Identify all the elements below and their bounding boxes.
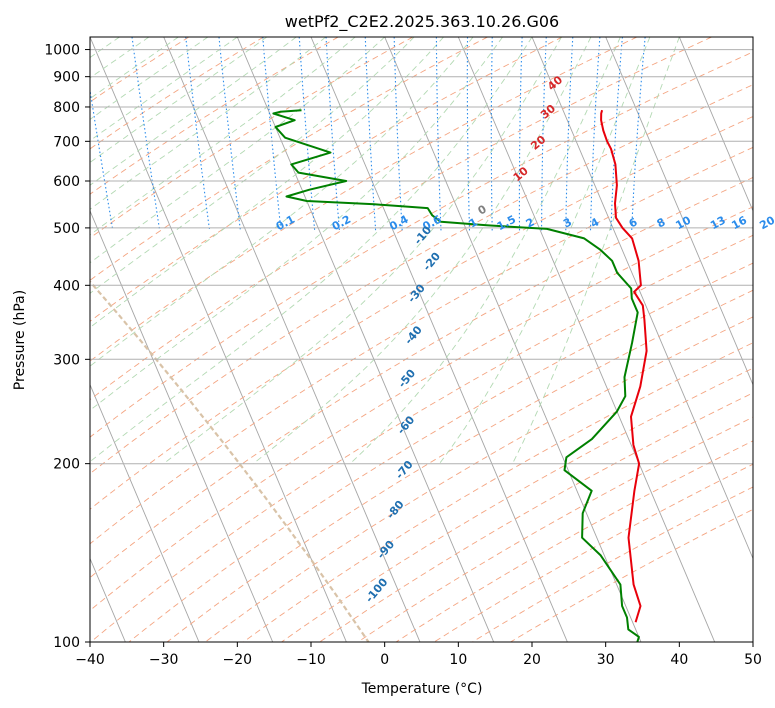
moist-adiabat-line [90,37,503,411]
y-tick-label: 100 [53,635,80,651]
pressure-grid [90,49,753,642]
moist-adiabat-line [163,37,562,465]
plot-frame [89,36,754,643]
dry-adiabat-line [90,37,712,401]
x-axis-ticks: −40 −30 −20 −10 0 10 20 30 40 50 [75,642,762,668]
x-tick-label: −30 [149,652,179,668]
dry-adiabat-line [90,37,563,322]
dry-adiabat-line [90,84,753,475]
x-tick-label: 30 [597,652,615,668]
x-tick-label: 10 [449,652,467,668]
isotherm-line [163,37,421,642]
ice-curve [90,280,370,642]
dry-adiabat-line [90,37,488,281]
temperature-profile-line [600,109,648,623]
y-tick-label: 900 [53,70,80,86]
y-tick-label: 700 [53,134,80,150]
isotherm-line [90,209,274,642]
dry-adiabat-line [90,37,339,195]
dry-adiabat-line [90,37,264,150]
moist-adiabat-line [90,37,268,164]
y-tick-label: 200 [53,457,80,473]
dry-adiabat-line [90,37,414,239]
isotherm-line [678,37,753,213]
mixing-ratio-line [518,37,523,231]
mixing-ratio-line [466,37,471,231]
isotherm-line [90,37,347,642]
moist-adiabat-line [90,37,474,367]
y-tick-label: 800 [53,100,80,116]
mixing-ratio-label: 16 [729,213,749,232]
isotherm-line [605,37,753,386]
y-tick-label: 500 [53,221,80,237]
moist-adiabat-line [90,37,415,294]
y-axis-label: Pressure (hPa) [12,290,28,390]
moist-adiabat-line [90,37,385,264]
mixing-ratio-label: 10 [673,213,693,232]
y-axis-ticks: 100 200 300 400 500 600 700 800 900 1000 [44,43,90,651]
moist-adiabat-line [252,37,592,465]
mixing-ratio-label: 20 [757,213,775,232]
dewpoint-profile-line [272,109,640,642]
x-tick-label: 0 [380,652,389,668]
y-tick-label: 400 [53,278,80,294]
mixing-ratio-line [490,37,493,231]
moist-adiabat-line [90,37,150,79]
isotherm-line [90,383,200,642]
x-tick-label: −10 [296,652,326,668]
profiles [272,109,648,642]
moist-adiabat-line [90,37,533,463]
x-tick-label: −20 [223,652,253,668]
moist-adiabat-line [90,37,356,236]
mixing-ratio-line [435,37,442,231]
x-tick-label: 50 [744,652,762,668]
isotherm-line [384,37,642,642]
x-tick-label: 40 [670,652,688,668]
isotherm-line [531,37,753,560]
dry-adiabat-line [166,289,753,642]
x-axis-label: Temperature (°C) [361,681,483,697]
x-tick-label: 20 [523,652,541,668]
isotherm-line [457,37,716,642]
background-lines [90,37,753,642]
dry-adiabat-line [128,262,753,642]
dry-adiabat-line [90,146,753,545]
dry-adiabat-line [90,37,638,362]
y-tick-label: 1000 [44,43,80,59]
dry-adiabat-line [90,176,753,579]
moist-adiabat-line [90,37,238,142]
moist-adiabat-line [90,37,297,186]
dry-adiabat-line [90,115,753,510]
mixing-ratio-label: 13 [708,214,728,233]
chart-title: wetPf2_C2E2.2025.363.10.26.G06 [285,12,559,32]
moist-adiabat-line [90,37,444,329]
moist-adiabat-line [349,37,621,465]
moist-adiabat-line [90,37,179,100]
moist-adiabat-line [90,37,209,120]
x-tick-label: −40 [75,652,105,668]
moist-adiabat-line [90,37,326,210]
dry-adiabat-line [280,367,753,642]
moist-adiabat-line [512,37,680,464]
isopleth-labels: 0.10.20.40.611.52346810131620253036-100-… [274,73,775,605]
moist-adiabat-line [439,37,651,464]
y-tick-label: 600 [53,174,80,190]
y-tick-label: 300 [53,352,80,368]
isotherm-line [236,37,495,642]
